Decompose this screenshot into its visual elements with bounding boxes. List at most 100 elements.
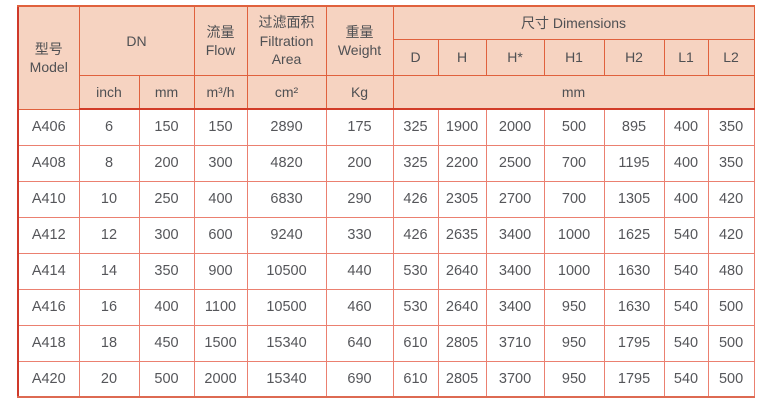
table-row: A412 12 300 600 9240 330 426 2635 3400 1000 1625 54…: [17, 216, 755, 254]
value-cell-flow_m3h: 1500: [193, 324, 248, 362]
dim-col-header-h2: H2: [603, 38, 665, 76]
value-cell-L2: 350: [707, 144, 755, 182]
value-cell-H_star: 3400: [485, 216, 545, 254]
value-cell-L1: 400: [663, 180, 709, 218]
value-cell-H_star: 3710: [485, 324, 545, 362]
value-cell-H_star: 2000: [485, 108, 545, 146]
value-cell-H2: 1630: [603, 288, 665, 326]
value-cell-dn_mm: 300: [138, 216, 195, 254]
value-cell-filtration_area_cm2: 10500: [246, 252, 327, 290]
value-cell-dn_mm: 350: [138, 252, 195, 290]
value-cell-flow_m3h: 400: [193, 180, 248, 218]
value-cell-dn_inch: 18: [78, 324, 140, 362]
value-cell-L2: 480: [707, 252, 755, 290]
table-row: A416 16 400 1100 10500 460 530 2640 3400 950 1630 5…: [17, 288, 755, 326]
value-cell-H: 2200: [437, 144, 487, 182]
value-cell-H: 2640: [437, 252, 487, 290]
value-cell-H2: 1630: [603, 252, 665, 290]
dim-col-header-d: D: [392, 38, 439, 76]
dimensions-subheader-row: D H H* H1 H2 L1 L2: [18, 38, 755, 76]
dimensions-group-header: 尺寸 Dimensions: [392, 5, 755, 40]
dim-col-header-h1: H1: [543, 38, 605, 76]
value-cell-flow_m3h: 600: [193, 216, 248, 254]
model-column-header: 型号 Model: [17, 5, 80, 110]
model-header-en: Model: [29, 58, 68, 75]
value-cell-H1: 950: [543, 288, 605, 326]
model-cell: A420: [17, 360, 80, 398]
value-cell-filtration_area_cm2: 9240: [246, 216, 327, 254]
value-cell-weight_kg: 640: [325, 324, 394, 362]
value-cell-H2: 1625: [603, 216, 665, 254]
weight-column-header: 重量 Weight: [325, 5, 394, 76]
value-cell-filtration_area_cm2: 2890: [246, 108, 327, 146]
value-cell-L1: 540: [663, 360, 709, 398]
value-cell-dn_inch: 16: [78, 288, 140, 326]
model-cell: A406: [17, 108, 80, 146]
value-cell-H: 2305: [437, 180, 487, 218]
value-cell-dn_inch: 14: [78, 252, 140, 290]
value-cell-H1: 700: [543, 144, 605, 182]
value-cell-filtration_area_cm2: 15340: [246, 324, 327, 362]
value-cell-D: 426: [392, 180, 439, 218]
value-cell-dn_mm: 500: [138, 360, 195, 398]
value-cell-dn_mm: 450: [138, 324, 195, 362]
value-cell-weight_kg: 460: [325, 288, 394, 326]
dim-col-header-h: H: [437, 38, 487, 76]
value-cell-weight_kg: 290: [325, 180, 394, 218]
value-cell-H2: 895: [603, 108, 665, 146]
value-cell-dn_inch: 6: [78, 108, 140, 146]
value-cell-L1: 540: [663, 288, 709, 326]
value-cell-L1: 540: [663, 324, 709, 362]
value-cell-L1: 400: [663, 108, 709, 146]
dim-col-header-l1: L1: [663, 38, 709, 76]
value-cell-flow_m3h: 300: [193, 144, 248, 182]
value-cell-flow_m3h: 1100: [193, 288, 248, 326]
dim-col-header-h-star: H*: [485, 38, 545, 76]
header-row-1: 型号 Model DN 流量 Flow 过滤面积 Filtration Area…: [17, 5, 755, 110]
spec-table-container: 型号 Model DN 流量 Flow 过滤面积 Filtration Area…: [17, 5, 755, 398]
table-row: A414 14 350 900 10500 440 530 2640 3400 1000 1630 5…: [17, 252, 755, 290]
table-row: A408 8 200 300 4820 200 325 2200 2500 700 1195 400 3…: [17, 144, 755, 182]
value-cell-dn_mm: 400: [138, 288, 195, 326]
value-cell-D: 610: [392, 324, 439, 362]
dn-column-header: DN: [78, 5, 195, 76]
value-cell-H_star: 3400: [485, 252, 545, 290]
value-cell-H1: 950: [543, 360, 605, 398]
value-cell-dn_inch: 12: [78, 216, 140, 254]
table-row: A418 18 450 1500 15340 640 610 2805 3710 950 1795 5…: [17, 324, 755, 362]
value-cell-filtration_area_cm2: 10500: [246, 288, 327, 326]
weight-header-zh: 重量: [345, 23, 374, 40]
value-cell-L2: 500: [707, 360, 755, 398]
value-cell-L2: 420: [707, 216, 755, 254]
value-cell-dn_inch: 20: [78, 360, 140, 398]
value-cell-weight_kg: 440: [325, 252, 394, 290]
model-cell: A412: [17, 216, 80, 254]
value-cell-H1: 500: [543, 108, 605, 146]
model-cell: A416: [17, 288, 80, 326]
value-cell-dn_mm: 250: [138, 180, 195, 218]
table-body: A406 6 150 150 2890 175 325 1900 2000 500 895 400 35…: [17, 108, 755, 398]
value-cell-weight_kg: 200: [325, 144, 394, 182]
value-cell-H: 2640: [437, 288, 487, 326]
value-cell-L1: 540: [663, 252, 709, 290]
value-cell-D: 325: [392, 108, 439, 146]
value-cell-H1: 700: [543, 180, 605, 218]
unit-dimensions-mm: mm: [392, 74, 755, 110]
table-row: A420 20 500 2000 15340 690 610 2805 3700 950 1795 5…: [17, 360, 755, 398]
filtration-header-en2: Area: [271, 50, 302, 67]
value-cell-flow_m3h: 150: [193, 108, 248, 146]
value-cell-dn_mm: 200: [138, 144, 195, 182]
unit-weight: Kg: [325, 74, 394, 110]
filtration-area-column-header: 过滤面积 Filtration Area: [246, 5, 327, 76]
value-cell-D: 426: [392, 216, 439, 254]
value-cell-L1: 400: [663, 144, 709, 182]
unit-flow: m³/h: [193, 74, 248, 110]
value-cell-filtration_area_cm2: 4820: [246, 144, 327, 182]
value-cell-L2: 500: [707, 288, 755, 326]
value-cell-H: 2805: [437, 324, 487, 362]
unit-area: cm²: [246, 74, 327, 110]
value-cell-H1: 950: [543, 324, 605, 362]
unit-inch: inch: [78, 74, 140, 110]
value-cell-flow_m3h: 900: [193, 252, 248, 290]
flow-header-en: Flow: [205, 41, 236, 58]
